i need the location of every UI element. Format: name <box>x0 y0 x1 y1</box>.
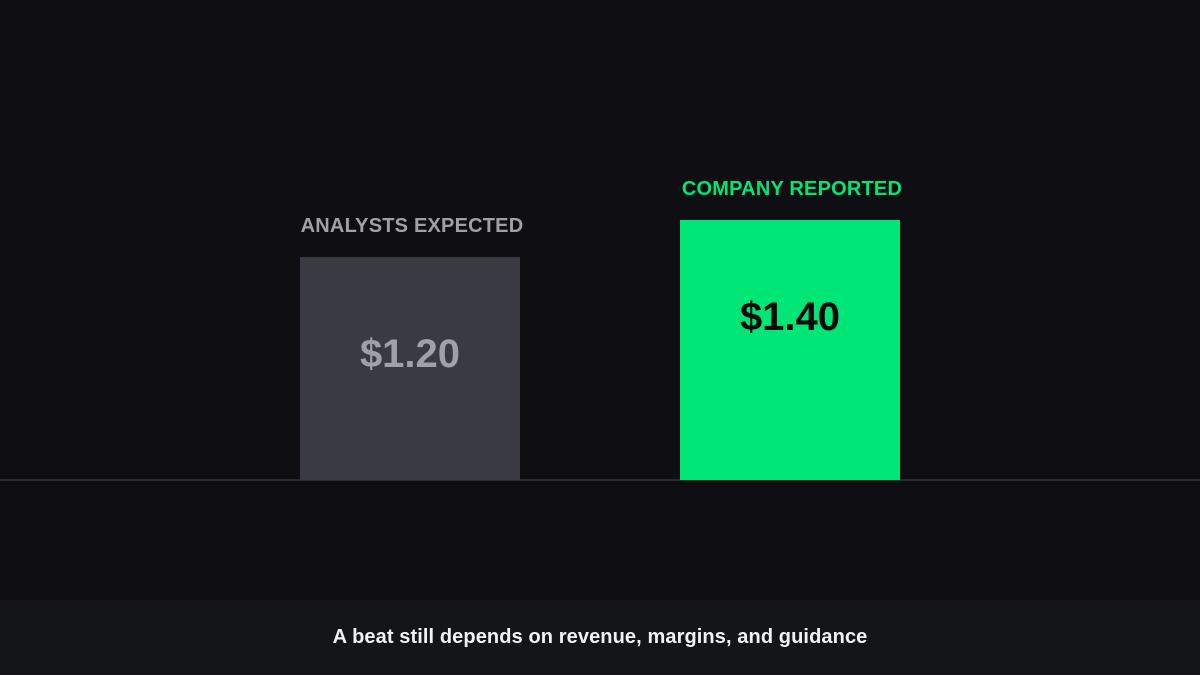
value-label-1: $1.20 <box>360 332 460 376</box>
caption-bar: A beat still depends on revenue, margins… <box>0 600 1200 675</box>
category-label-2: COMPANY REPORTED <box>682 178 902 200</box>
category-label-1: ANALYSTS EXPECTED <box>301 215 524 237</box>
value-label-2: $1.40 <box>740 295 840 339</box>
bars-group: ANALYSTS EXPECTED $1.20 COMPANY REPORTED $1… <box>300 178 902 480</box>
caption-text: A beat still depends on revenue, margins… <box>332 626 868 648</box>
bar-1 <box>300 257 520 480</box>
bar-chart: ANALYSTS EXPECTED $1.20 COMPANY REPORTED $1… <box>0 178 1200 481</box>
bar-2 <box>680 220 900 480</box>
